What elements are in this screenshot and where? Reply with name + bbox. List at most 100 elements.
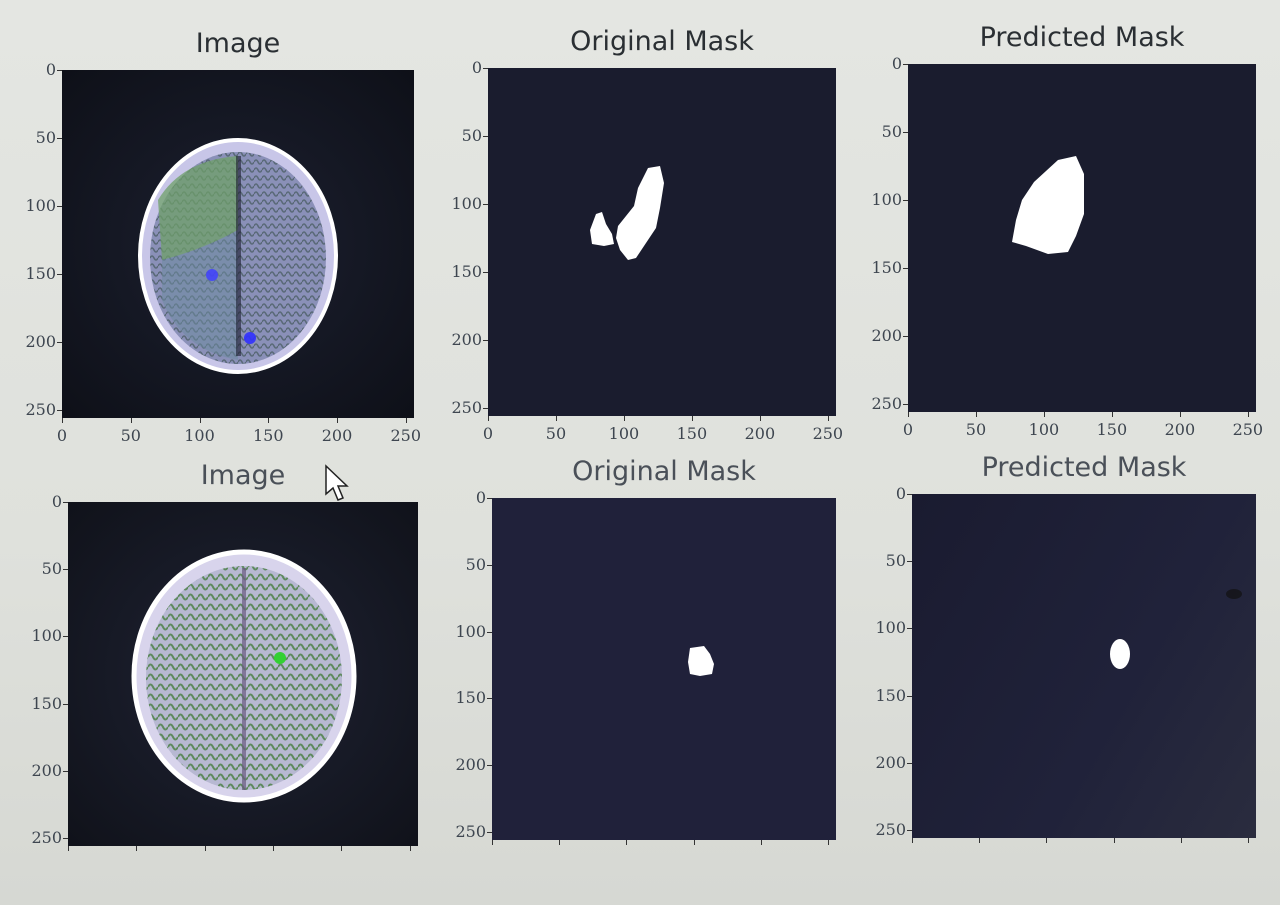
y-tick-mark bbox=[907, 494, 912, 495]
x-tick-mark bbox=[979, 838, 981, 843]
y-tick-label: 100 bbox=[25, 195, 56, 215]
y-tick-label: 150 bbox=[451, 261, 482, 281]
x-tick-mark bbox=[827, 840, 829, 845]
x-tick-label: 150 bbox=[252, 426, 284, 445]
y-tick-label: 250 bbox=[31, 827, 62, 847]
y-tick-mark bbox=[487, 564, 492, 566]
x-tick-label: 250 bbox=[812, 424, 844, 443]
y-tick-mark bbox=[487, 498, 492, 499]
panel-title: Predicted Mask bbox=[981, 452, 1187, 483]
y-tick-mark bbox=[907, 762, 912, 764]
mask-predicted-2 bbox=[912, 494, 1256, 838]
x-tick-mark bbox=[68, 846, 69, 851]
y-tick-mark bbox=[483, 135, 488, 137]
y-tick-label: 150 bbox=[875, 685, 906, 705]
y-tick-label: 150 bbox=[25, 263, 56, 283]
x-tick-mark bbox=[975, 412, 977, 417]
y-tick-label: 0 bbox=[891, 54, 902, 73]
x-tick-mark bbox=[555, 416, 557, 421]
y-tick-mark bbox=[903, 64, 908, 65]
y-tick-mark bbox=[903, 267, 908, 269]
y-tick-mark bbox=[57, 205, 62, 207]
y-tick-label: 0 bbox=[45, 60, 56, 79]
y-tick-mark bbox=[483, 203, 488, 205]
panel-predicted-mask-2: Predicted Mask bbox=[912, 452, 1256, 838]
y-tick-mark bbox=[57, 137, 62, 139]
x-tick-label: 100 bbox=[184, 426, 215, 445]
panel-title: Original Mask bbox=[570, 26, 754, 57]
x-tick-label: 250 bbox=[1232, 420, 1264, 439]
y-tick-label: 250 bbox=[875, 819, 906, 839]
y-tick-mark bbox=[903, 199, 908, 201]
x-tick-mark bbox=[405, 418, 407, 423]
y-tick-label: 150 bbox=[871, 257, 902, 277]
y-tick-label: 200 bbox=[875, 752, 906, 772]
y-tick-label: 50 bbox=[35, 127, 56, 147]
x-tick-label: 150 bbox=[1096, 420, 1128, 439]
x-tick-mark bbox=[1113, 838, 1115, 843]
y-tick-label: 250 bbox=[455, 821, 486, 841]
y-tick-label: 50 bbox=[885, 551, 906, 571]
y-tick-mark bbox=[63, 770, 68, 772]
x-tick-mark bbox=[341, 846, 343, 851]
panel-title: Image bbox=[195, 28, 281, 59]
y-tick-label: 50 bbox=[465, 554, 486, 574]
y-tick-label: 200 bbox=[25, 331, 56, 351]
y-tick-label: 200 bbox=[31, 760, 62, 780]
y-tick-mark bbox=[487, 831, 492, 833]
y-tick-mark bbox=[63, 502, 68, 503]
y-tick-label: 200 bbox=[451, 329, 482, 349]
x-tick-mark bbox=[199, 418, 201, 423]
y-tick-mark bbox=[63, 569, 68, 571]
y-tick-label: 100 bbox=[451, 193, 482, 213]
y-tick-label: 50 bbox=[881, 121, 902, 141]
x-tick-mark bbox=[559, 840, 561, 845]
x-tick-label: 150 bbox=[676, 424, 708, 443]
panel-title: Image bbox=[200, 460, 286, 491]
x-tick-mark bbox=[1180, 838, 1182, 843]
x-tick-mark bbox=[626, 840, 628, 845]
panel-original-mask-1: Original Mask bbox=[488, 26, 836, 416]
y-tick-mark bbox=[483, 68, 488, 69]
mask-original-1 bbox=[488, 68, 836, 416]
x-tick-mark bbox=[488, 416, 489, 421]
y-tick-mark bbox=[57, 70, 62, 71]
y-tick-label: 0 bbox=[471, 58, 482, 77]
mri-image-2 bbox=[68, 502, 418, 846]
x-tick-label: 200 bbox=[744, 424, 776, 443]
panel-title: Predicted Mask bbox=[979, 22, 1185, 53]
y-tick-label: 100 bbox=[455, 621, 486, 641]
x-tick-mark bbox=[908, 412, 909, 417]
y-tick-mark bbox=[903, 403, 908, 405]
y-tick-label: 100 bbox=[871, 189, 902, 209]
y-tick-mark bbox=[903, 131, 908, 133]
x-tick-mark bbox=[1046, 838, 1048, 843]
x-tick-mark bbox=[827, 416, 829, 421]
y-tick-mark bbox=[483, 339, 488, 341]
panel-image-1: Image bbox=[62, 28, 414, 418]
x-tick-mark bbox=[693, 840, 695, 845]
mouse-cursor-icon bbox=[324, 464, 350, 502]
y-tick-mark bbox=[907, 695, 912, 697]
panel-predicted-mask-1: Predicted Mask bbox=[908, 22, 1256, 412]
y-tick-mark bbox=[57, 273, 62, 275]
x-tick-mark bbox=[337, 418, 338, 423]
y-tick-mark bbox=[57, 409, 62, 411]
x-tick-label: 0 bbox=[902, 420, 914, 439]
x-tick-label: 50 bbox=[965, 420, 987, 439]
y-tick-label: 50 bbox=[41, 559, 62, 579]
y-tick-mark bbox=[483, 271, 488, 273]
y-tick-label: 0 bbox=[475, 488, 486, 507]
panel-original-mask-2: Original Mask bbox=[492, 456, 836, 840]
x-tick-mark bbox=[1179, 412, 1181, 417]
mask-predicted-1 bbox=[908, 64, 1256, 412]
x-tick-label: 50 bbox=[545, 424, 567, 443]
y-tick-label: 200 bbox=[871, 325, 902, 345]
y-tick-mark bbox=[903, 335, 908, 337]
x-tick-mark bbox=[1043, 412, 1045, 417]
y-tick-mark bbox=[907, 829, 912, 831]
panel-title: Original Mask bbox=[572, 456, 756, 487]
y-tick-label: 50 bbox=[461, 125, 482, 145]
x-tick-mark bbox=[62, 418, 63, 423]
